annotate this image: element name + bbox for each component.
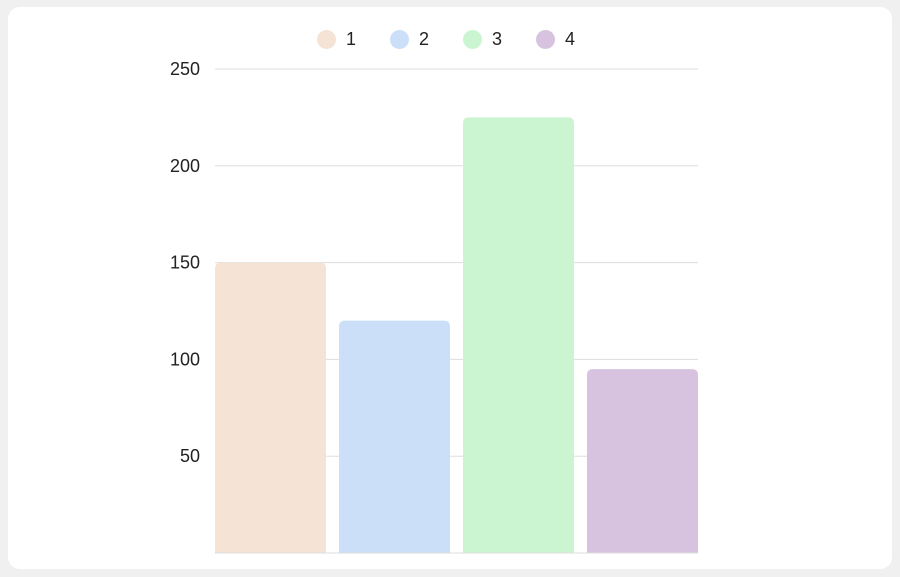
bar-2[interactable] (339, 320, 450, 553)
legend-label: 1 (345, 29, 356, 49)
legend-label: 2 (418, 29, 429, 49)
bars (215, 117, 698, 554)
y-axis-labels: 50 100 150 200 250 (170, 59, 200, 466)
legend-swatch (316, 30, 336, 49)
legend-swatch (463, 30, 482, 49)
legend-swatch (536, 30, 556, 49)
legend-item-3[interactable]: 3 (463, 29, 502, 50)
y-tick-label: 200 (170, 156, 200, 176)
legend-item-4[interactable]: 4 (536, 29, 575, 50)
y-tick-label: 150 (170, 253, 200, 273)
chart-legend: 1 2 3 4 (4, 29, 888, 50)
legend-item-1[interactable]: 1 (316, 29, 356, 50)
legend-item-2[interactable]: 2 (389, 29, 429, 50)
legend-label: 3 (492, 29, 503, 49)
bar-4[interactable] (587, 369, 698, 553)
y-tick-label: 250 (170, 59, 200, 79)
legend-swatch (389, 30, 409, 49)
y-tick-label: 100 (170, 349, 200, 369)
legend-label: 4 (565, 29, 576, 49)
y-tick-label: 50 (180, 446, 200, 466)
bar-1[interactable] (215, 262, 326, 553)
bar-3[interactable] (463, 117, 574, 554)
